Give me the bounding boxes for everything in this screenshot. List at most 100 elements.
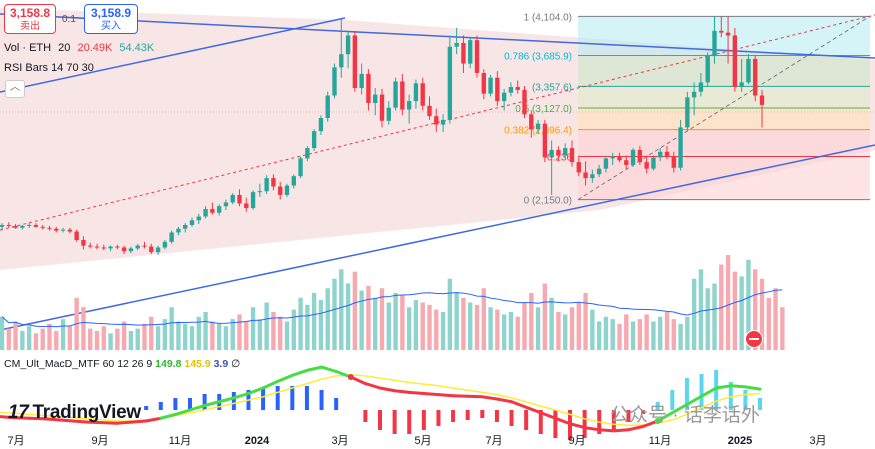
macd-hist-bar bbox=[699, 374, 704, 410]
macd-cross-dot bbox=[347, 374, 354, 380]
candle-body bbox=[94, 246, 100, 248]
candle-body bbox=[26, 224, 32, 226]
collapse-legend-button[interactable]: ︿ bbox=[5, 80, 25, 98]
volume-bar bbox=[515, 316, 520, 350]
candle-body bbox=[413, 83, 419, 102]
volume-bar bbox=[0, 316, 5, 350]
volume-bar bbox=[739, 276, 744, 350]
macd-panel bbox=[0, 365, 762, 440]
candle-body bbox=[603, 158, 609, 169]
volume-bar bbox=[108, 333, 113, 350]
candle-body bbox=[189, 220, 195, 225]
volume-bar bbox=[291, 309, 296, 350]
volume-legend[interactable]: Vol · ETH 20 20.49K 54.43K bbox=[4, 42, 158, 54]
volume-bar bbox=[766, 297, 771, 350]
macd-line-segment bbox=[700, 386, 718, 398]
candle-body bbox=[325, 95, 330, 119]
volume-bar bbox=[88, 328, 93, 350]
volume-bar bbox=[278, 316, 283, 350]
volume-bar bbox=[617, 323, 622, 350]
macd-legend-name: CM_Ult_MacD_MTF 60 12 26 9 bbox=[4, 358, 153, 370]
macd-line-segment bbox=[276, 373, 294, 383]
volume-bar bbox=[203, 312, 208, 350]
volume-bar bbox=[644, 314, 649, 350]
macd-hist-bar bbox=[290, 386, 295, 410]
volume-bar bbox=[501, 314, 507, 350]
volume-bar bbox=[773, 288, 778, 350]
macd-line-segment bbox=[217, 396, 236, 404]
candle-body bbox=[712, 30, 717, 57]
macd-line-segment bbox=[510, 400, 528, 409]
macd-hist-bar bbox=[378, 410, 382, 430]
macd-hist-bar bbox=[275, 386, 280, 410]
macd-hist-bar bbox=[319, 390, 324, 410]
candle-body bbox=[461, 42, 466, 64]
macd-hist-bar bbox=[582, 410, 587, 438]
candle-body bbox=[658, 151, 663, 158]
macd-line-segment bbox=[422, 392, 440, 397]
volume-bar bbox=[305, 304, 310, 350]
volume-bar bbox=[447, 278, 453, 350]
candle-body bbox=[664, 151, 670, 157]
macd-hist-bar bbox=[553, 410, 558, 438]
volume-bar bbox=[54, 331, 59, 350]
candlesticks bbox=[0, 16, 765, 255]
macd-line-segment bbox=[626, 425, 645, 432]
channel-upper-left-line bbox=[0, 17, 346, 93]
rsi-legend[interactable]: RSI Bars 14 70 30 bbox=[4, 62, 98, 74]
volume-bar bbox=[149, 316, 154, 350]
fib-zone bbox=[578, 156, 870, 200]
sell-price: 3,158.8 bbox=[9, 6, 51, 20]
macd-line-segment bbox=[130, 419, 148, 424]
macd-line-segment bbox=[188, 404, 207, 412]
volume-bar bbox=[94, 331, 100, 350]
volume-bar bbox=[569, 307, 575, 350]
macd-hist-bar bbox=[202, 394, 207, 410]
volume-bar bbox=[576, 302, 581, 350]
volume-bar bbox=[332, 278, 337, 350]
macd-legend[interactable]: CM_Ult_MacD_MTF 60 12 26 9 149.8 145.9 3… bbox=[4, 358, 240, 370]
macd-line-segment bbox=[56, 418, 75, 423]
candle-body bbox=[468, 40, 473, 64]
candle-body bbox=[624, 160, 629, 165]
candle-body bbox=[271, 178, 276, 187]
candle-body bbox=[474, 40, 480, 73]
sell-label: 卖出 bbox=[20, 21, 40, 32]
volume-bar bbox=[481, 288, 486, 350]
buy-label: 买入 bbox=[101, 21, 121, 32]
fib-zone bbox=[578, 107, 870, 130]
candle-body bbox=[33, 224, 39, 227]
buy-button[interactable]: 3,158.9 买入 bbox=[84, 4, 138, 34]
us-flag-icon[interactable] bbox=[745, 330, 763, 348]
volume-bar bbox=[26, 326, 32, 350]
volume-bar bbox=[6, 328, 11, 350]
volume-bar bbox=[359, 290, 364, 350]
volume-bar bbox=[325, 288, 330, 350]
candle-body bbox=[746, 58, 751, 83]
candle-body bbox=[250, 192, 256, 209]
volume-bar bbox=[40, 328, 45, 350]
x-tick-label: 11月 bbox=[169, 435, 191, 447]
tradingview-mark-icon: 17 bbox=[8, 402, 29, 423]
macd-line-segment bbox=[290, 368, 309, 377]
volume-bar bbox=[311, 293, 317, 350]
macd-line-segment bbox=[0, 415, 17, 420]
x-tick-label: 2025 bbox=[728, 435, 752, 447]
volume-bar bbox=[522, 302, 527, 350]
macd-line-segment bbox=[115, 420, 134, 425]
candle-body bbox=[393, 81, 398, 108]
macd-hist-bar bbox=[363, 410, 368, 422]
volume-bar bbox=[624, 314, 629, 350]
sell-button[interactable]: 3,158.8 卖出 bbox=[4, 4, 56, 34]
candle-body bbox=[569, 148, 575, 163]
macd-hist-bar bbox=[611, 410, 616, 430]
candle-body bbox=[352, 35, 358, 88]
candle-body bbox=[339, 54, 344, 68]
macd-hist-bar bbox=[436, 410, 441, 426]
macd-line-segment bbox=[714, 384, 733, 390]
macd-line-segment bbox=[42, 417, 60, 422]
volume-bar bbox=[474, 304, 480, 350]
candle-body bbox=[162, 241, 168, 248]
volume-bar bbox=[339, 269, 344, 350]
